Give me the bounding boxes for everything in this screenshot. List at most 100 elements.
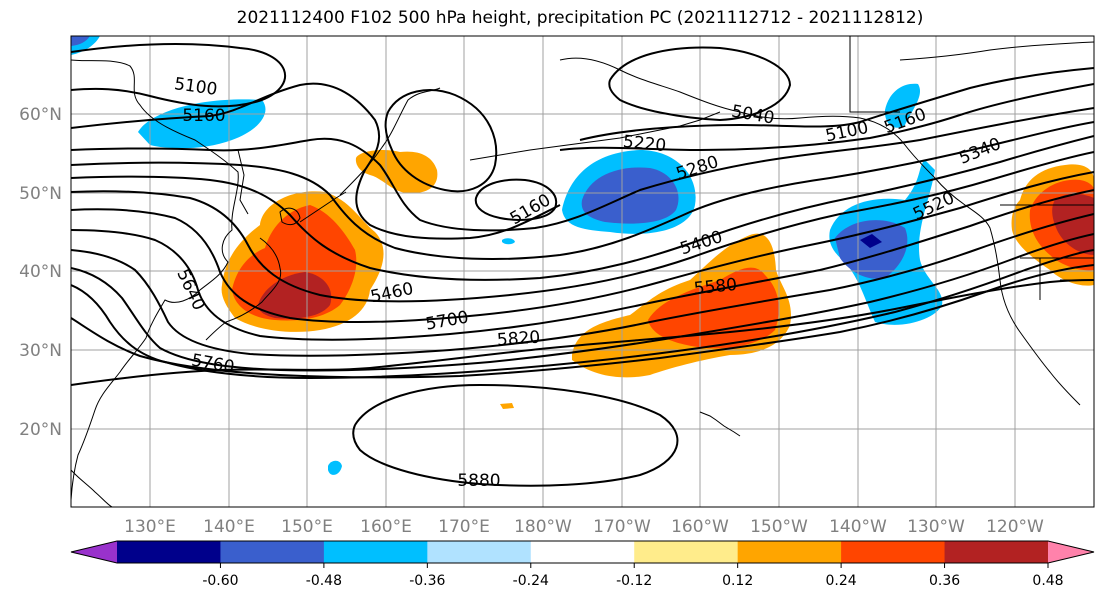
contour-5160-central — [474, 178, 558, 221]
lon-label: 170°E — [438, 517, 490, 537]
colorbar-ticks: -0.60 -0.48 -0.36 -0.24 -0.12 0.12 0.24 0.36 0.4… — [202, 563, 1064, 589]
contour-5160-west — [71, 82, 561, 240]
contour-5040 — [608, 46, 792, 122]
height-contours — [71, 42, 1094, 487]
contour-5880 — [352, 383, 679, 487]
contour-5460 — [71, 171, 1094, 323]
colorbar-swatch — [117, 541, 221, 563]
lat-label: 20°N — [19, 420, 62, 440]
contour-label: 5880 — [457, 471, 500, 491]
lat-label: 50°N — [19, 184, 62, 204]
contour-5160-east — [559, 83, 1094, 152]
lon-label: 130°W — [907, 517, 965, 537]
shade-pos-japan-strong — [258, 272, 332, 319]
colorbar — [70, 540, 1095, 564]
contour-label: 5160 — [507, 190, 554, 229]
colorbar-tick-label: -0.36 — [409, 573, 445, 589]
shade-neg-nw — [138, 99, 266, 149]
contour-label: 5640 — [172, 266, 208, 314]
contour-5280 — [71, 121, 1094, 261]
border-ak-canada — [849, 36, 900, 113]
shade-neg-central-core — [581, 167, 679, 224]
map-frame — [70, 35, 1095, 508]
contour-label: 5100 — [824, 118, 870, 147]
colorbar-swatch — [530, 541, 635, 563]
lat-label: 40°N — [19, 262, 62, 282]
shade-pos-kamchatka — [355, 150, 438, 194]
colorbar-swatch — [323, 541, 428, 563]
shade-neg-alaska — [884, 83, 921, 128]
contour-5100-east — [579, 67, 1094, 141]
contour-5580 — [71, 213, 1094, 357]
colorbar-tick-label: 0.36 — [929, 573, 960, 589]
coast-philippines — [71, 469, 113, 507]
colorbar-outline — [70, 540, 1095, 564]
shade-pos-small1 — [500, 403, 514, 409]
contour-label: 5460 — [369, 279, 415, 308]
lon-label: 120°W — [986, 517, 1044, 537]
colorbar-swatch — [634, 541, 739, 563]
coast-asia — [71, 59, 239, 501]
colorbar-swatch — [427, 541, 532, 563]
coast-hokkaido — [279, 207, 301, 226]
coast-hawaii — [699, 411, 741, 437]
lon-label: 140°E — [203, 517, 255, 537]
contour-5520 — [71, 189, 1094, 341]
contour-label: 5700 — [424, 307, 470, 334]
colorbar-tick-label: 0.12 — [722, 573, 753, 589]
coast-canada-north — [899, 41, 1094, 61]
lon-label: 130°E — [124, 517, 176, 537]
colorbar-tick-label: 0.48 — [1032, 573, 1063, 589]
lon-label: 180°W — [514, 517, 572, 537]
contour-5400 — [71, 151, 1094, 303]
precipitation-shading — [71, 36, 1094, 475]
lon-label: 150°E — [281, 517, 333, 537]
colorbar-swatch — [841, 541, 946, 563]
lat-label: 60°N — [19, 105, 62, 125]
lat-labels: 60°N 50°N 40°N 30°N 20°N — [19, 105, 62, 440]
colorbar-extend-low — [71, 541, 117, 563]
contour-label: 5820 — [496, 328, 541, 351]
coast-sakhalin — [237, 149, 249, 215]
map-title: 2021112400 F102 500 hPa height, precipit… — [236, 8, 924, 28]
lon-label: 160°W — [671, 517, 729, 537]
lon-label: 160°E — [360, 517, 412, 537]
coast-aleutians — [469, 111, 721, 161]
coast-kamchatka — [339, 87, 441, 196]
colorbar-tick-label: -0.60 — [202, 573, 238, 589]
colorbar-tick-label: 0.24 — [826, 573, 857, 589]
contour-5820 — [71, 279, 1094, 386]
lon-label: 140°W — [829, 517, 887, 537]
contour-5640 — [71, 233, 1094, 372]
lon-label: 150°W — [750, 517, 808, 537]
contour-5760 — [71, 264, 1094, 379]
lon-label: 170°W — [593, 517, 651, 537]
lat-label: 30°N — [19, 341, 62, 361]
colorbar-swatch — [944, 541, 1049, 563]
shade-neg-east-strong — [860, 234, 882, 248]
colorbar-swatch — [737, 541, 842, 563]
shade-neg-small1 — [328, 460, 342, 475]
colorbar-tick-label: -0.48 — [306, 573, 342, 589]
shade-neg-nw-corner-core — [71, 36, 90, 46]
contour-5700 — [71, 249, 1094, 380]
colorbar-tick-label: -0.12 — [616, 573, 652, 589]
lon-labels: 130°E 140°E 150°E 160°E 170°E 180°W 170°… — [124, 517, 1044, 537]
contour-label: 5160 — [182, 106, 225, 126]
shade-neg-small2 — [502, 238, 515, 245]
shade-pos-west-coast-strong — [1052, 193, 1094, 255]
colorbar-extend-high — [1048, 541, 1094, 563]
coast-japan — [205, 237, 282, 341]
contour-label: 5220 — [622, 132, 667, 156]
colorbar-swatch — [220, 541, 325, 563]
contour-label: 5580 — [693, 275, 738, 299]
contour-label: 5280 — [674, 152, 721, 184]
colorbar-tick-label: -0.24 — [513, 573, 549, 589]
contour-low-kamchatka — [384, 89, 498, 193]
coast-kuril — [299, 191, 347, 223]
contour-label: 5100 — [173, 74, 219, 100]
contour-5220 — [71, 107, 1094, 232]
contour-5340 — [71, 135, 1094, 281]
shade-pos-midpac-mid — [648, 267, 779, 349]
